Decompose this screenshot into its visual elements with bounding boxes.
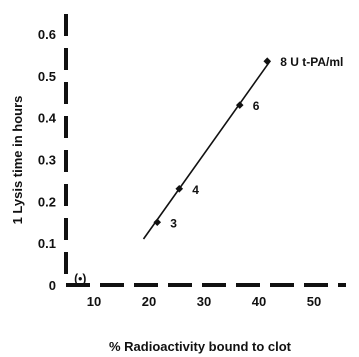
x-tick-label: 10	[87, 294, 101, 309]
x-tick-label: 20	[142, 294, 156, 309]
data-point-label: 3	[170, 216, 177, 230]
data-point-label: (•)	[74, 272, 86, 286]
data-points: (•) 3 4 6 8 U t-PA/ml	[74, 55, 343, 286]
y-tick-label: 0.2	[38, 194, 56, 209]
x-axis-label: % Radioactivity bound to clot	[109, 339, 292, 354]
axes	[64, 14, 346, 287]
fit-line-group	[142, 60, 271, 240]
data-point	[175, 184, 184, 193]
y-tick-label: 0	[49, 278, 56, 293]
tick-labels: 0 0.1 0.2 0.3 0.4 0.5 0.6 10 20 30 40 50	[38, 27, 321, 309]
x-tick-label: 40	[252, 294, 266, 309]
data-point	[153, 218, 162, 227]
x-tick-label: 30	[197, 294, 211, 309]
y-tick-label: 0.3	[38, 153, 56, 168]
data-point	[235, 101, 244, 109]
data-point	[263, 57, 272, 65]
fit-line	[142, 60, 271, 240]
data-point-label: 4	[192, 183, 199, 197]
x-tick-label: 50	[307, 294, 321, 309]
data-point-label: 6	[253, 99, 260, 113]
y-tick-label: 0.5	[38, 69, 56, 84]
y-tick-label: 0.6	[38, 27, 56, 42]
y-axis-label: 1 Lysis time in hours	[10, 96, 25, 225]
y-tick-label: 0.1	[38, 236, 56, 251]
y-tick-label: 0.4	[38, 111, 57, 126]
data-point-label: 8 U t-PA/ml	[280, 55, 343, 69]
